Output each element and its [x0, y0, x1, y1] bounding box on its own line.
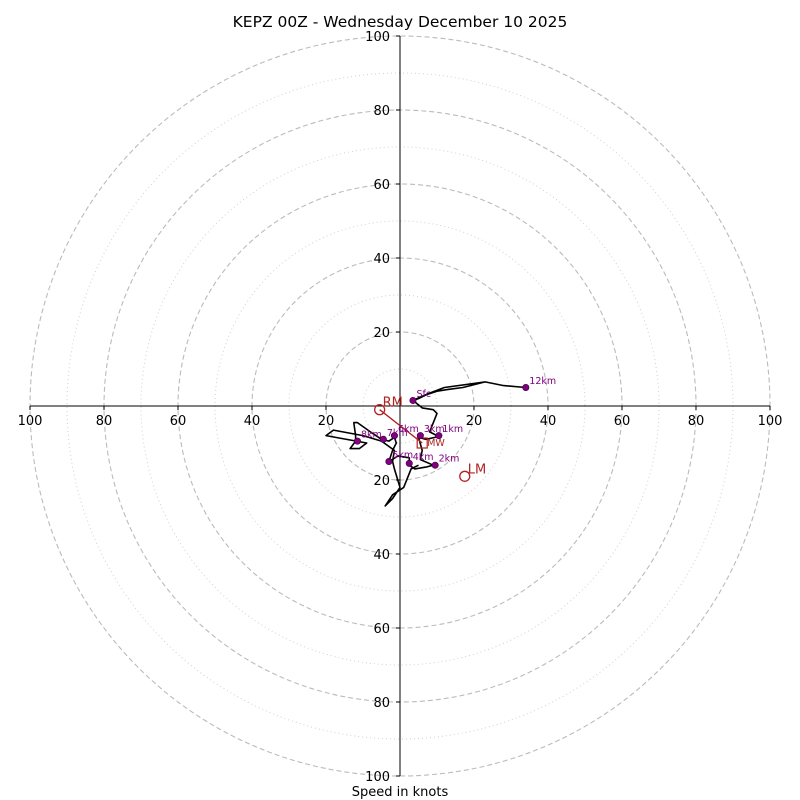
chart-title: KEPZ 00Z - Wednesday December 10 2025	[233, 13, 568, 31]
height-marker-sfc	[409, 396, 417, 404]
storm-motion-marker-lm	[459, 470, 471, 482]
x-tick-label: 80	[96, 414, 113, 429]
mean-wind-label: MW	[427, 438, 445, 449]
height-label-7km: 7km	[387, 428, 408, 439]
x-tick-label: 60	[170, 414, 187, 429]
height-label-1km: 1km	[442, 424, 463, 435]
x-tick-label: 60	[614, 414, 631, 429]
y-tick-label: 20	[373, 474, 390, 489]
y-tick-label: 20	[373, 326, 390, 341]
height-marker-3km	[416, 432, 424, 440]
x-tick-label: 100	[18, 414, 43, 429]
x-tick-label: 20	[466, 414, 483, 429]
y-tick-label: 100	[365, 30, 390, 45]
y-tick-label: 60	[373, 178, 390, 193]
height-marker-7km	[379, 435, 387, 443]
height-label-5km: 5km	[392, 450, 413, 461]
y-tick-label: 40	[373, 548, 390, 563]
x-tick-label: 40	[244, 414, 261, 429]
height-label-sfc: Sfc	[416, 389, 431, 400]
y-tick-label: 40	[373, 252, 390, 267]
height-label-12km: 12km	[529, 376, 556, 387]
x-tick-label: 100	[758, 414, 783, 429]
y-tick-label: 80	[373, 104, 390, 119]
height-marker-8km	[353, 437, 361, 445]
hodograph-trace-layer	[325, 381, 527, 507]
height-label-4km: 4km	[413, 452, 434, 463]
y-tick-label: 60	[373, 622, 390, 637]
storm-motion-layer: MW RM LM	[373, 396, 486, 482]
height-marker-12km	[522, 383, 530, 391]
height-label-6km: 6km	[398, 424, 419, 435]
height-marker-4km	[405, 459, 413, 467]
y-tick-label: 80	[373, 696, 390, 711]
storm-motion-label-lm: LM	[468, 462, 486, 477]
height-label-8km: 8km	[361, 430, 382, 441]
height-marker-2km	[431, 461, 439, 469]
height-label-2km: 2km	[439, 454, 460, 465]
y-tick-label: 100	[365, 770, 390, 785]
height-marker-5km	[385, 457, 393, 465]
height-marker-1km	[435, 432, 443, 440]
height-marker-6km	[390, 432, 398, 440]
hodograph-trace	[325, 381, 527, 507]
x-axis-label: Speed in knots	[352, 785, 449, 800]
tick-labels: 100 80 60 40 20 20 40 60 80 100 100 80 60 40 20 20 40 60 8…	[18, 30, 783, 785]
axes	[30, 36, 770, 776]
x-tick-label: 80	[688, 414, 705, 429]
storm-motion-label-rm: RM	[383, 396, 403, 411]
x-tick-label: 20	[318, 414, 335, 429]
x-tick-label: 40	[540, 414, 557, 429]
storm-motion-marker-rm	[373, 404, 386, 416]
storm-motion-vector	[379, 409, 423, 444]
height-label-3km: 3km	[424, 424, 445, 435]
